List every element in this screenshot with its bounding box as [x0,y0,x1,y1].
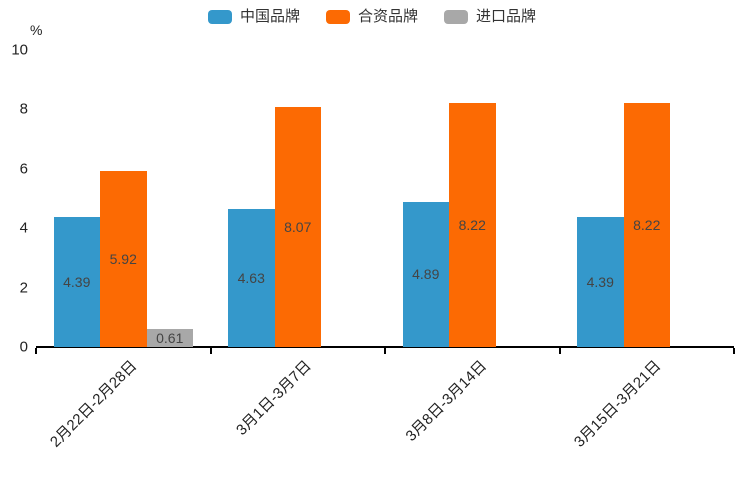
y-axis-tick-label: 6 [19,160,28,178]
bar-合资品牌-2[interactable]: 8.22 [449,102,496,347]
legend-label: 中国品牌 [239,8,300,25]
bar-中国品牌-3[interactable]: 4.39 [577,216,624,347]
legend-item-series-1[interactable]: 合资品牌 [325,8,418,25]
x-axis-tick [558,348,561,354]
x-axis-category-label: 3月15日-3月21日 [570,357,665,451]
bar-中国品牌-1[interactable]: 4.63 [228,209,275,347]
bar-中国品牌-0[interactable]: 4.39 [53,216,100,347]
bar-value-label: 4.89 [412,266,440,283]
x-axis-category-label: 3月1日-3月7日 [233,357,316,439]
x-axis-category-label: 2月22日-2月28日 [47,357,141,451]
bar-value-label: 5.92 [109,251,137,268]
y-axis-unit-label: % [30,22,43,38]
legend-item-series-0[interactable]: 中国品牌 [207,8,300,25]
bar-合资品牌-3[interactable]: 8.22 [623,102,670,347]
x-axis-tick [35,348,37,354]
y-axis-tick-label: 2 [19,279,28,297]
x-axis-tick [209,348,212,354]
bar-合资品牌-1[interactable]: 8.07 [274,107,321,347]
x-axis-tick [733,348,735,354]
legend: 中国品牌 合资品牌 进口品牌 [0,9,744,24]
bar-value-label: 4.39 [586,273,614,290]
legend-item-series-2[interactable]: 进口品牌 [444,9,536,24]
legend-label: 进口品牌 [476,8,537,25]
legend-swatch-icon [325,9,350,24]
bar-进口品牌-0[interactable]: 0.61 [146,328,193,347]
bar-value-label: 8.22 [633,216,661,233]
legend-swatch-icon [444,9,468,24]
bar-value-label: 8.07 [284,219,312,236]
bar-合资品牌-0[interactable]: 5.92 [100,171,147,347]
x-axis-tick [384,348,386,354]
legend-swatch-icon [207,9,232,24]
x-axis-category-label: 3月8日-3月14日 [402,357,490,445]
bar-中国品牌-2[interactable]: 4.89 [402,201,449,347]
y-axis-tick-label: 10 [11,41,28,59]
y-axis-tick-label: 4 [19,219,28,237]
y-axis-tick-label: 0 [19,338,28,356]
legend-label: 合资品牌 [357,8,418,25]
bar-value-label: 4.63 [237,270,265,287]
y-axis-tick-label: 8 [19,100,28,118]
bar-value-label: 8.22 [458,216,486,233]
bar-value-label: 0.61 [156,329,184,346]
bar-value-label: 4.39 [63,273,91,290]
x-axis-line [36,346,734,348]
